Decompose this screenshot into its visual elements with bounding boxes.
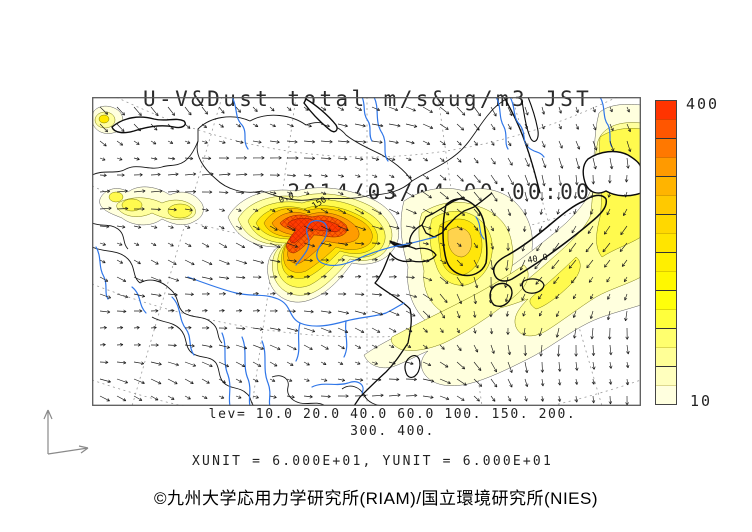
colorbar-segment [656, 348, 676, 367]
colorbar-segment [656, 291, 676, 310]
contour-levels-line2: 300. 400. [350, 424, 435, 439]
colorbar-segment [656, 101, 676, 120]
map-panel: 0.0 150. 40.0 [92, 97, 641, 406]
colorbar-segment [656, 177, 676, 196]
colorbar-segment [656, 386, 676, 404]
lakes [111, 98, 338, 134]
contour-levels-line1: lev= 10.0 20.0 40.0 60.0 100. 150. 200. [208, 407, 577, 422]
vector-scale-axes [43, 409, 89, 455]
colorbar-segment [656, 234, 676, 253]
colorbar-segment [656, 215, 676, 234]
colorbar-segment [656, 272, 676, 291]
vector-units-line: XUNIT = 6.000E+01, YUNIT = 6.000E+01 [192, 454, 553, 469]
colorbar [655, 100, 677, 405]
dust-map-canvas: 0.0 150. 40.0 [92, 97, 641, 406]
wind-arrows-path [99, 106, 632, 406]
wind-vector-field [99, 106, 632, 406]
title-line-1: U-V&Dust total m/s&ug/m3 JST [143, 87, 593, 111]
x-scale-arrow [47, 445, 89, 455]
colorbar-segment [656, 158, 676, 177]
map-frame [92, 97, 641, 406]
contour-label: 40.0 [527, 253, 549, 266]
colorbar-segment [656, 310, 676, 329]
contour-label: 0.0 [278, 191, 296, 206]
colorbar-segment [656, 120, 676, 139]
credit-line: ©九州大学応用力学研究所(RIAM)/国立環境研究所(NIES) [153, 489, 599, 508]
dust-contours [92, 104, 641, 386]
rivers [95, 97, 613, 406]
y-scale-arrow [43, 409, 53, 454]
colorbar-segment [656, 329, 676, 348]
colorbar-segment [656, 367, 676, 386]
colorbar-min-label: 10 [690, 392, 713, 410]
dust-core-crosshatch [280, 215, 348, 253]
country-borders [92, 97, 511, 406]
colorbar-segment [656, 253, 676, 272]
colorbar-segment [656, 196, 676, 215]
colorbar-max-label: 400 [686, 95, 720, 113]
colorbar-segment [656, 139, 676, 158]
